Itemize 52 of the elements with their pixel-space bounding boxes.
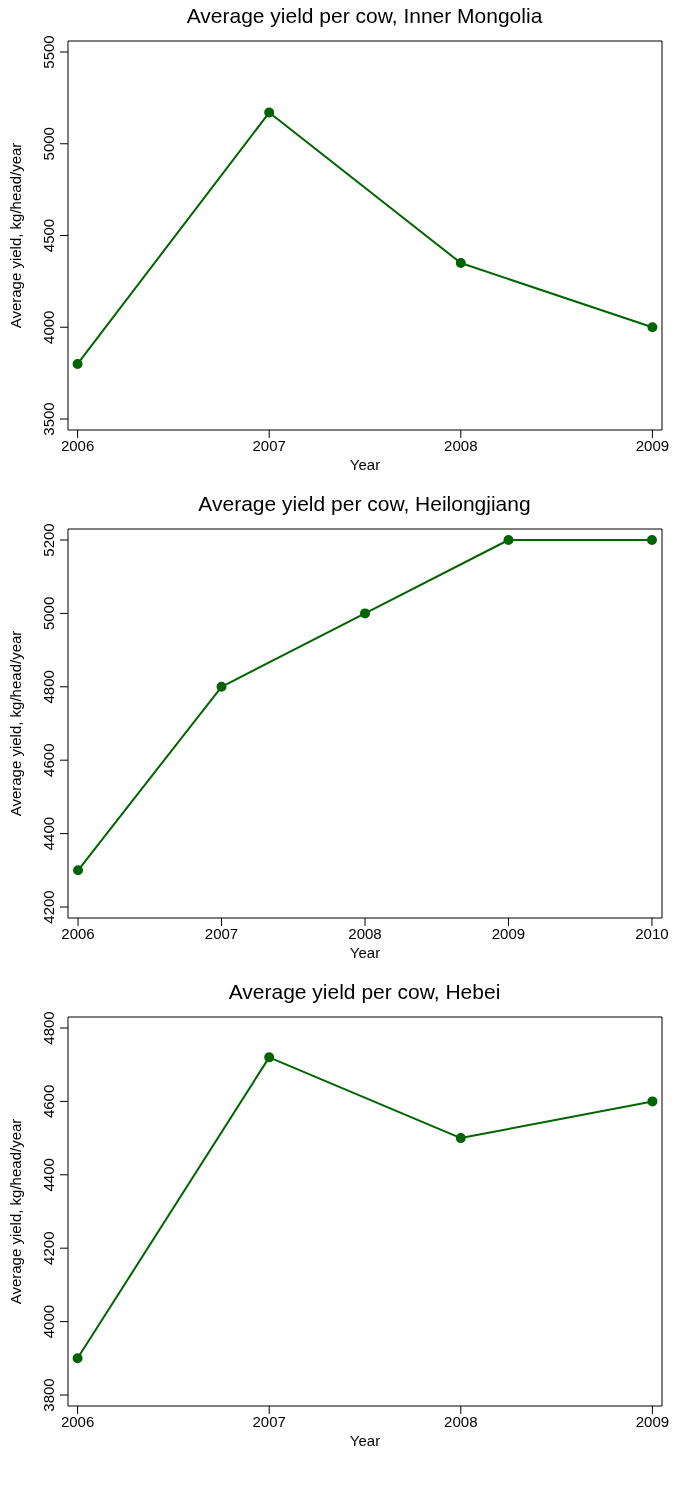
y-tick-label: 4600: [40, 1084, 57, 1119]
x-tick-label: 2008: [348, 924, 382, 942]
x-tick-label: 2006: [60, 1412, 95, 1430]
y-tick-label: 4000: [40, 310, 57, 344]
y-tick-label: 4200: [40, 890, 57, 924]
x-tick-label: 2007: [252, 436, 286, 454]
point: [647, 1096, 658, 1107]
y-axis-title: Average yield, kg/head/year: [7, 1118, 25, 1305]
y-tick-label: 5000: [40, 596, 57, 631]
y-tick-label: 4400: [40, 816, 57, 851]
chart-title: Average yield per cow, Heilongjiang: [197, 492, 532, 515]
chart-title: Average yield per cow, Inner Mongolia: [185, 4, 544, 27]
y-tick-label: 3500: [40, 402, 57, 436]
chart-title: Average yield per cow, Hebei: [227, 980, 502, 1003]
y-tick-label: 5200: [40, 523, 57, 557]
point: [72, 358, 83, 369]
point: [647, 322, 658, 333]
point: [455, 258, 466, 269]
y-axis-title: Average yield, kg/head/year: [7, 630, 25, 817]
point: [360, 608, 370, 619]
y-tick-label: 5000: [40, 127, 57, 161]
y-tick-label: 4400: [40, 1158, 57, 1192]
y-tick-label: 4800: [40, 1011, 57, 1045]
point: [264, 107, 275, 118]
point: [646, 535, 657, 546]
point: [503, 535, 514, 546]
x-tick-label: 2009: [635, 436, 670, 454]
y-axis-title: Average yield, kg/head/year: [7, 142, 25, 329]
x-tick-label: 2009: [491, 924, 526, 942]
x-axis-title: Year: [349, 1432, 381, 1449]
y-tick-label: 3800: [40, 1378, 57, 1412]
x-tick-label: 2007: [252, 1412, 286, 1430]
y-tick-label: 4200: [40, 1231, 57, 1265]
x-tick-label: 2006: [61, 924, 95, 942]
point: [72, 1353, 83, 1364]
y-tick-label: 4800: [40, 670, 57, 704]
y-tick-label: 4000: [40, 1304, 57, 1339]
y-tick-label: 5500: [40, 35, 57, 69]
x-axis-title: Year: [349, 456, 381, 473]
x-tick-label: 2008: [444, 1412, 478, 1430]
point: [455, 1133, 466, 1144]
x-tick-label: 2009: [635, 1412, 670, 1430]
x-tick-label: 2008: [444, 436, 478, 454]
point: [264, 1052, 275, 1063]
point: [73, 865, 84, 876]
y-tick-label: 4600: [40, 743, 57, 777]
x-axis-title: Year: [349, 944, 381, 961]
x-tick-label: 2007: [204, 924, 239, 942]
x-tick-label: 2006: [60, 436, 95, 454]
y-tick-label: 4500: [40, 218, 57, 253]
point: [216, 681, 227, 692]
x-tick-label: 2010: [635, 924, 669, 942]
